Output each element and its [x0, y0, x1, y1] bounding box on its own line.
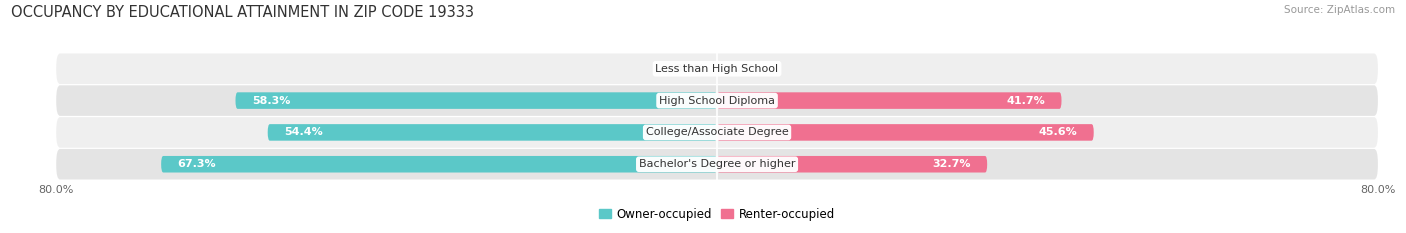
- Text: High School Diploma: High School Diploma: [659, 96, 775, 106]
- Text: OCCUPANCY BY EDUCATIONAL ATTAINMENT IN ZIP CODE 19333: OCCUPANCY BY EDUCATIONAL ATTAINMENT IN Z…: [11, 5, 474, 20]
- Text: 41.7%: 41.7%: [1007, 96, 1045, 106]
- FancyBboxPatch shape: [162, 156, 717, 172]
- Text: 67.3%: 67.3%: [177, 159, 217, 169]
- Text: Less than High School: Less than High School: [655, 64, 779, 74]
- Text: 0.0%: 0.0%: [673, 64, 704, 74]
- FancyBboxPatch shape: [717, 156, 987, 172]
- Text: Bachelor's Degree or higher: Bachelor's Degree or higher: [638, 159, 796, 169]
- FancyBboxPatch shape: [56, 54, 1378, 84]
- Text: 32.7%: 32.7%: [932, 159, 970, 169]
- Text: 0.0%: 0.0%: [730, 64, 761, 74]
- Text: 58.3%: 58.3%: [252, 96, 291, 106]
- FancyBboxPatch shape: [56, 117, 1378, 148]
- FancyBboxPatch shape: [717, 92, 1062, 109]
- Text: College/Associate Degree: College/Associate Degree: [645, 127, 789, 137]
- Text: 45.6%: 45.6%: [1039, 127, 1077, 137]
- Text: Source: ZipAtlas.com: Source: ZipAtlas.com: [1284, 5, 1395, 15]
- FancyBboxPatch shape: [717, 124, 1094, 141]
- FancyBboxPatch shape: [56, 149, 1378, 179]
- FancyBboxPatch shape: [235, 92, 717, 109]
- Legend: Owner-occupied, Renter-occupied: Owner-occupied, Renter-occupied: [593, 203, 841, 225]
- Text: 54.4%: 54.4%: [284, 127, 323, 137]
- FancyBboxPatch shape: [56, 85, 1378, 116]
- FancyBboxPatch shape: [267, 124, 717, 141]
